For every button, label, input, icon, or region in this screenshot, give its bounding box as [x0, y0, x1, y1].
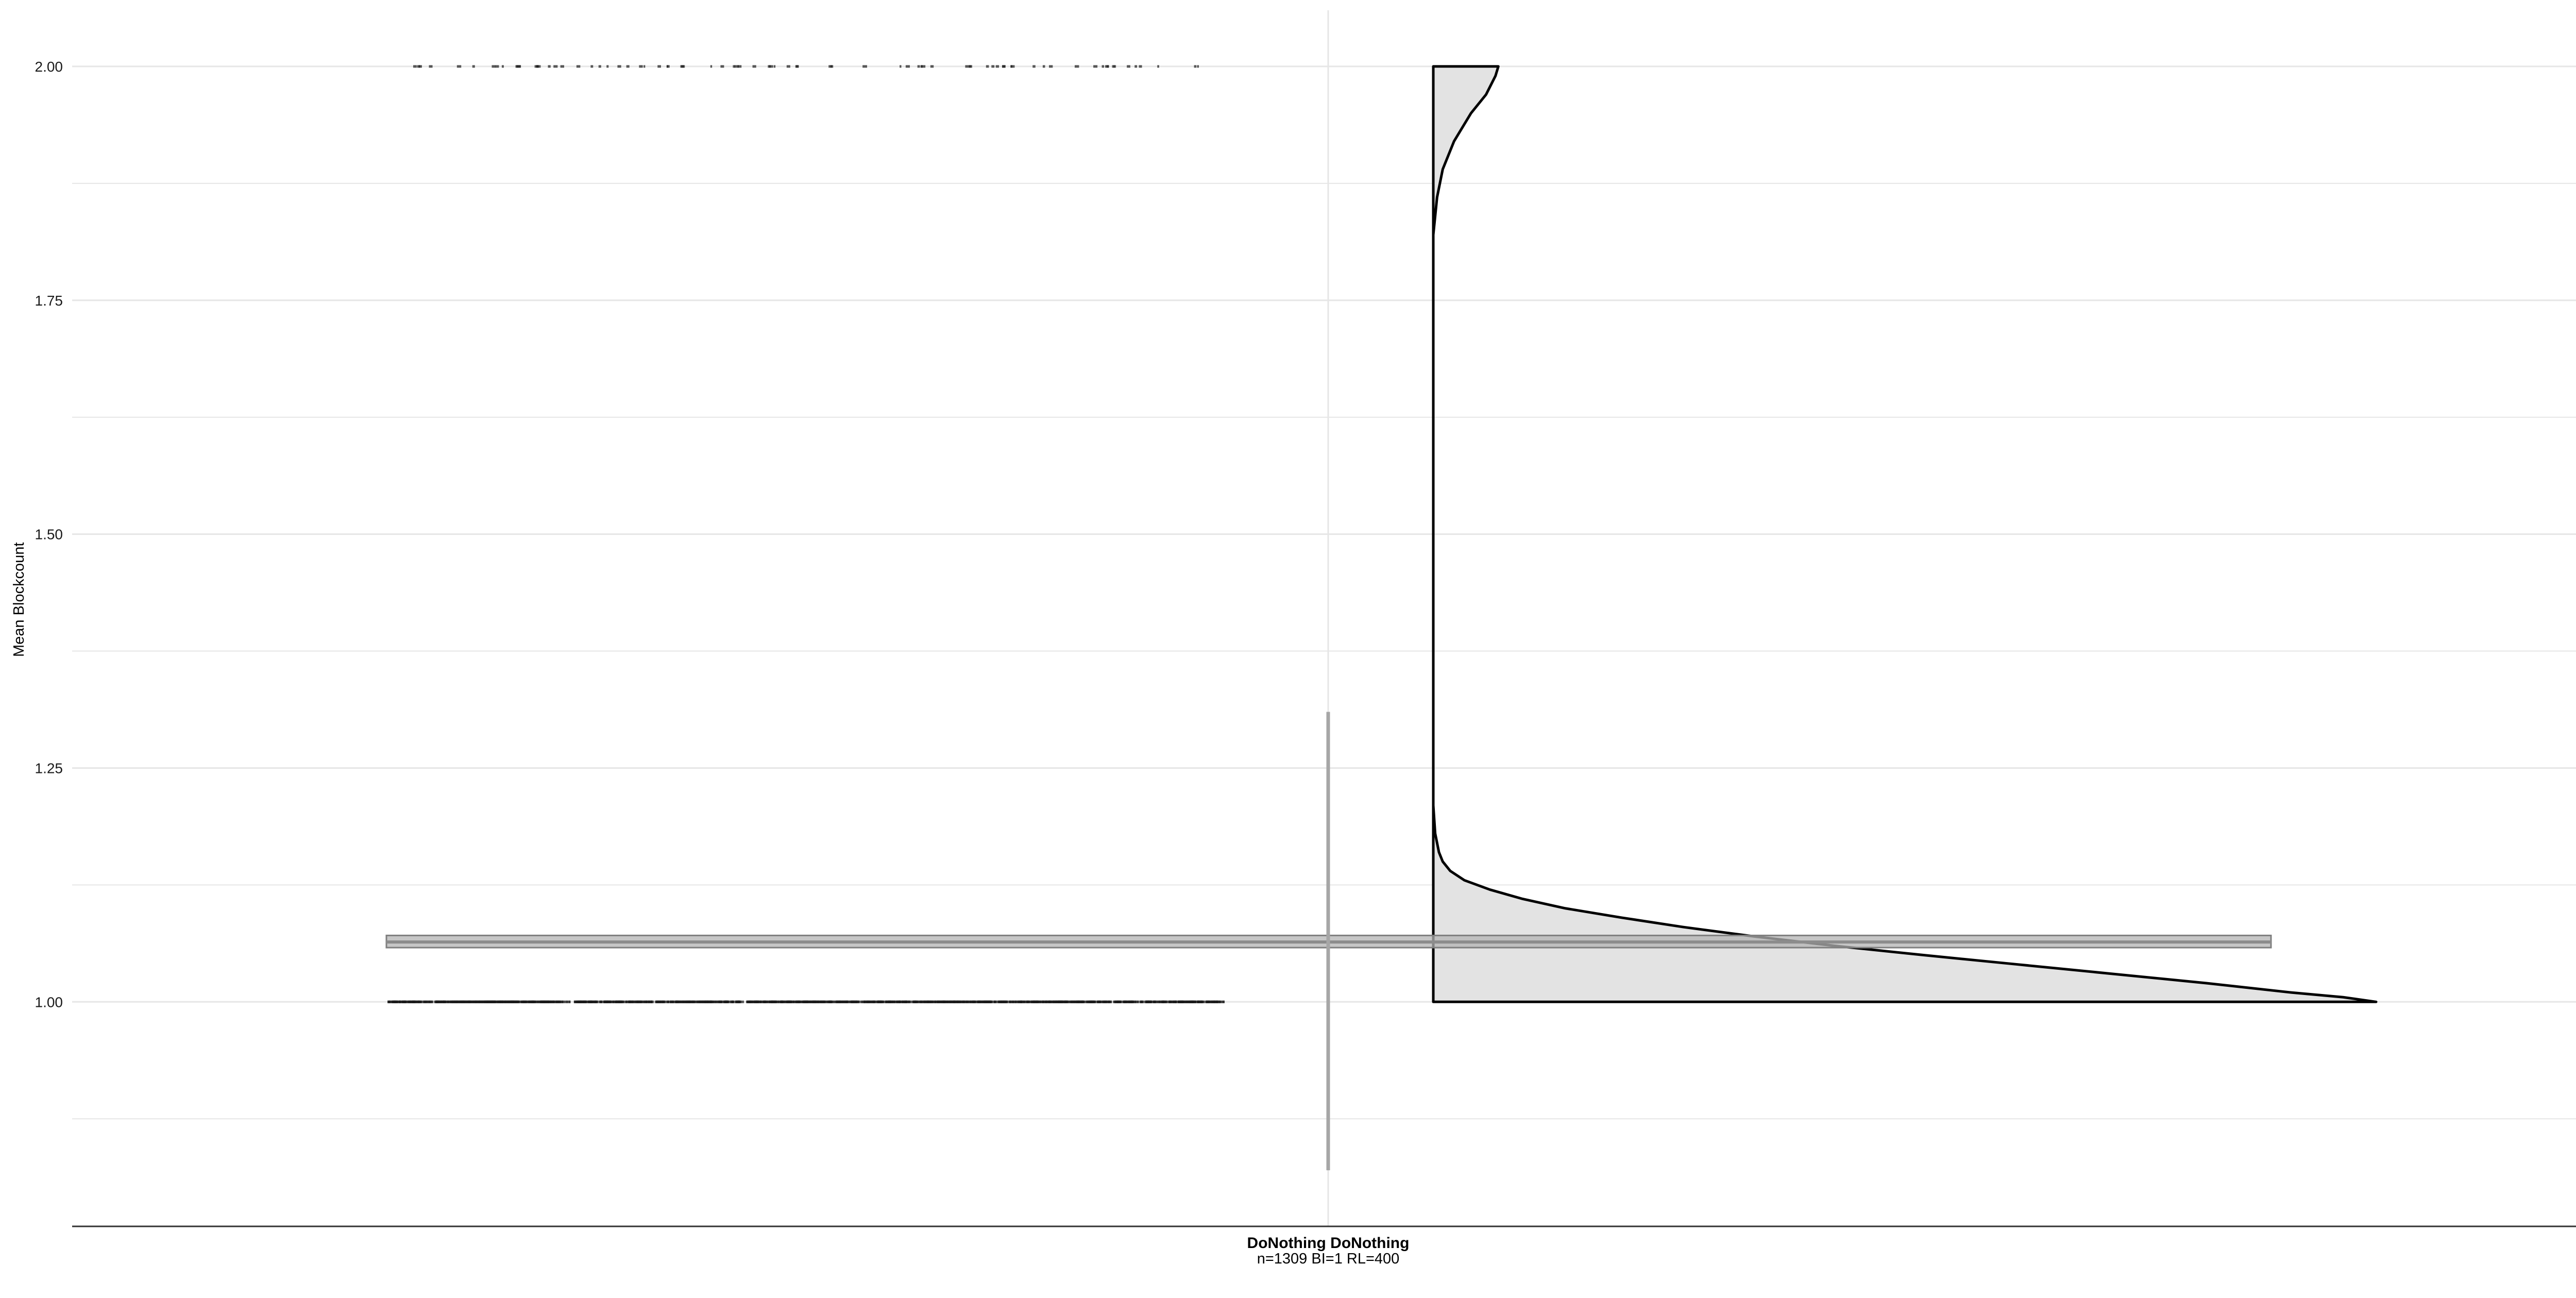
- y-tick-label: 1.00: [35, 994, 63, 1010]
- summary-marks: [385, 712, 2272, 1171]
- y-axis-title: Mean Blockcount: [11, 542, 27, 656]
- y-tick-label: 1.50: [35, 527, 63, 543]
- grid-lines: [72, 10, 2576, 1226]
- y-tick-label: 1.75: [35, 293, 63, 309]
- density-cloud: [1432, 65, 2378, 1003]
- axes: 1.00 1.25 1.50 1.75 2.00: [35, 59, 2576, 1227]
- category-sublabel: n=1309 BI=1 RL=400: [1257, 1251, 1400, 1267]
- category-label: DoNothing DoNothing: [1247, 1235, 1410, 1252]
- axis-labels: Mean Blockcount DoNothing DoNothing n=13…: [11, 542, 1409, 1267]
- density-shape: [1432, 65, 2378, 1003]
- raw-points: [387, 65, 1225, 1003]
- y-tick-label: 1.25: [35, 760, 63, 776]
- y-tick-label: 2.00: [35, 59, 63, 75]
